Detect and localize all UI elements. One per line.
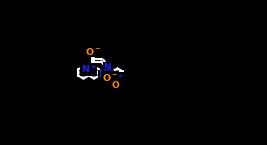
Text: $\mathregular{O^-}$: $\mathregular{O^-}$ bbox=[102, 71, 118, 83]
Text: $\mathregular{N^+}$: $\mathregular{N^+}$ bbox=[81, 64, 97, 75]
Text: $\mathregular{N^+}$: $\mathregular{N^+}$ bbox=[108, 73, 124, 84]
Text: NH: NH bbox=[99, 70, 114, 79]
Text: N: N bbox=[103, 63, 111, 72]
Text: O: O bbox=[112, 81, 120, 90]
Text: $\mathregular{O^-}$: $\mathregular{O^-}$ bbox=[85, 46, 101, 57]
